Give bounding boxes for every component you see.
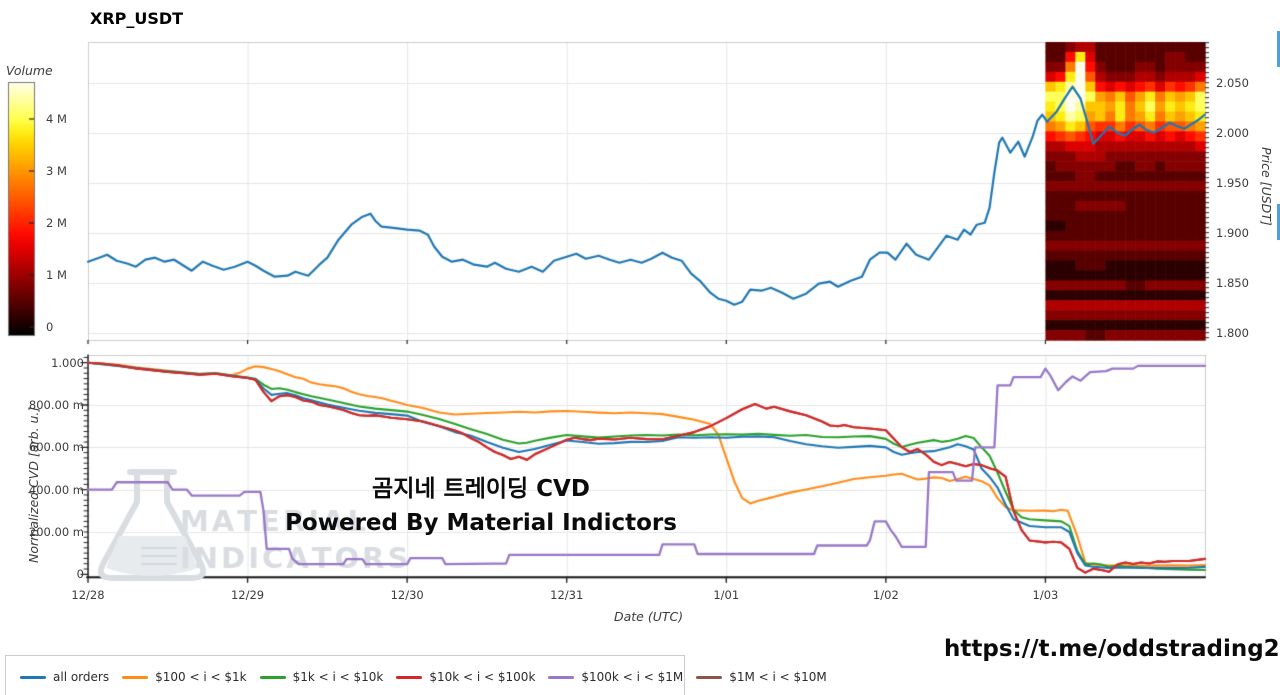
cvd-tick-label: 600.00 m: [28, 440, 84, 455]
legend-swatch: [548, 675, 575, 679]
cvd-tick-label: 400.00 m: [28, 482, 84, 497]
date-tick-label: 1/01: [713, 588, 740, 602]
date-tick-label: 1/03: [1032, 588, 1059, 602]
date-tick-label: 1/02: [872, 588, 899, 602]
legend-label: $100 < i < $1k: [155, 670, 247, 684]
colorbar-tick-label: 1 M: [46, 267, 67, 282]
legend-item: $100k < i < $1M: [548, 670, 683, 684]
price-axis-label: Price [USDT]: [1259, 147, 1274, 226]
date-tick-label: 12/30: [390, 588, 424, 602]
legend-item: $10k < i < $100k: [396, 670, 535, 684]
watermark-line1: 곰지네 트레이딩 CVD: [372, 476, 590, 502]
date-tick-label: 12/28: [71, 588, 105, 602]
colorbar-tick-label: 3 M: [46, 163, 67, 178]
cvd-tick-label: 800.00 m: [28, 398, 84, 412]
price-tick-label: 2.050: [1216, 75, 1249, 90]
date-axis-label: Date (UTC): [614, 609, 684, 624]
legend-item: all orders: [20, 670, 109, 684]
price-tick-label: 1.950: [1216, 175, 1249, 190]
price-tick-label: 2.000: [1216, 125, 1249, 140]
legend-swatch: [20, 675, 46, 679]
legend-label: $1M < i < $10M: [729, 670, 827, 684]
legend-label: $10k < i < $100k: [429, 670, 536, 684]
legend-label: all orders: [53, 670, 110, 684]
price-tick-label: 1.900: [1216, 225, 1249, 240]
legend-swatch: [122, 675, 149, 679]
footer-url: https://t.me/oddstrading2: [944, 636, 1280, 662]
edge-mark-top: [1277, 31, 1280, 67]
legend-item: $100 < i < $1k: [122, 670, 247, 684]
colorbar-tick-label: 0: [46, 319, 54, 334]
cvd-tick-label: 0: [76, 567, 84, 582]
colorbar-tick-label: 4 M: [46, 111, 67, 126]
colorbar-title: Volume: [6, 63, 53, 78]
price-tick-label: 1.800: [1216, 325, 1249, 340]
price-tick-label: 1.850: [1216, 275, 1249, 290]
watermark-text: 곰지네 트레이딩 CVD Powered By Material Indicto…: [285, 472, 677, 540]
legend-swatch: [696, 675, 723, 679]
legend-swatch: [259, 675, 286, 679]
legend-label: $1k < i < $10k: [292, 670, 384, 684]
date-tick-label: 12/31: [550, 588, 584, 602]
legend-item: $1M < i < $10M: [696, 670, 827, 684]
colorbar-tick-label: 2 M: [46, 215, 67, 230]
legend-label: $100k < i < $1M: [581, 670, 684, 684]
cvd-tick-label: 1.000: [51, 355, 84, 370]
legend-swatch: [396, 675, 423, 679]
edge-mark-mid: [1277, 204, 1280, 240]
watermark-line2: Powered By Material Indictors: [285, 510, 677, 536]
legend-item: $1k < i < $10k: [259, 670, 384, 684]
chart-title: XRP_USDT: [90, 9, 184, 28]
cvd-tick-label: 200.00 m: [28, 525, 84, 539]
date-tick-label: 12/29: [230, 588, 265, 602]
legend: all orders $100 < i < $1k $1k < i < $10k $1…: [5, 655, 827, 695]
